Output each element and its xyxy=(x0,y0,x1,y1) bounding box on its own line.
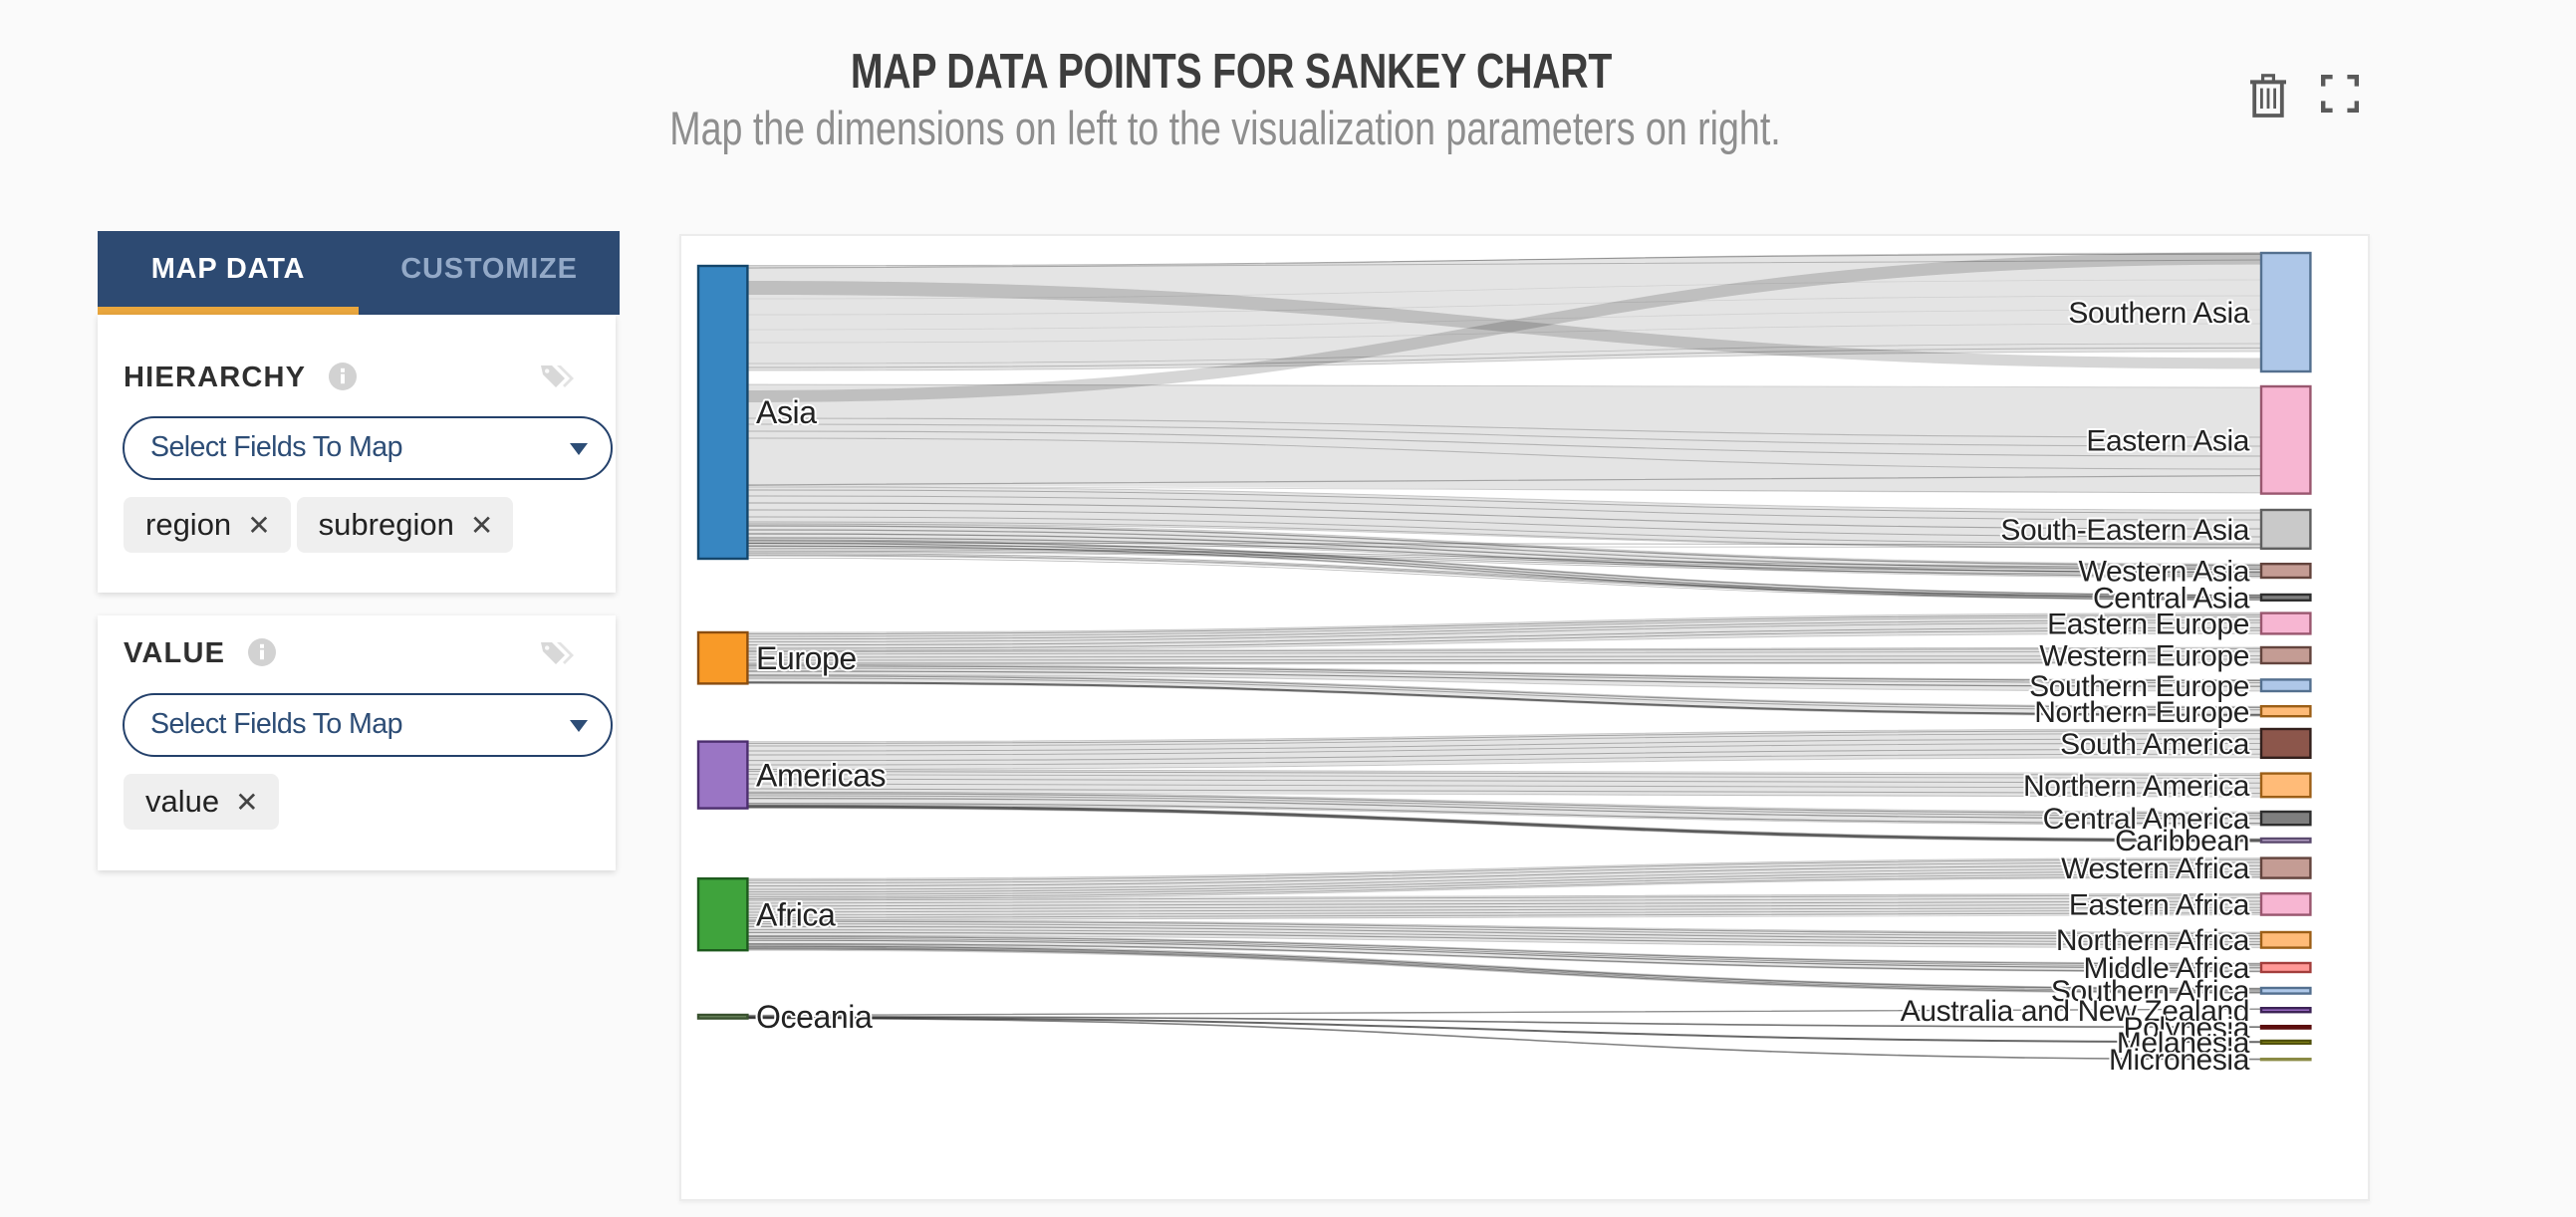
svg-text:Western Africa: Western Africa xyxy=(2061,852,2250,885)
svg-text:Eastern Asia: Eastern Asia xyxy=(2086,424,2249,457)
svg-text:Polynesia: Polynesia xyxy=(2124,1012,2250,1045)
svg-text:Middle Africa: Middle Africa xyxy=(2083,952,2249,985)
svg-text:Americas: Americas xyxy=(756,757,886,793)
svg-text:South America: South America xyxy=(2060,728,2250,761)
svg-text:Southern Europe: Southern Europe xyxy=(2029,670,2249,703)
svg-text:Africa: Africa xyxy=(756,896,836,932)
svg-text:Northern America: Northern America xyxy=(2023,770,2250,803)
svg-text:Central America: Central America xyxy=(2043,803,2250,836)
svg-text:Central Asia: Central Asia xyxy=(2093,582,2250,614)
svg-text:South-Eastern Asia: South-Eastern Asia xyxy=(2000,514,2249,547)
svg-text:Oceania: Oceania xyxy=(756,999,873,1035)
svg-text:Northern Africa: Northern Africa xyxy=(2056,924,2250,957)
svg-text:Micronesia: Micronesia xyxy=(2109,1044,2250,1077)
svg-text:Eastern Europe: Eastern Europe xyxy=(2047,608,2249,640)
svg-text:Australia and New Zealand: Australia and New Zealand xyxy=(1901,995,2249,1028)
svg-text:Eastern Africa: Eastern Africa xyxy=(2069,888,2250,921)
svg-text:Asia: Asia xyxy=(756,394,817,430)
svg-text:Southern Africa: Southern Africa xyxy=(2051,975,2250,1008)
svg-text:Europe: Europe xyxy=(756,640,857,676)
svg-text:Western Europe: Western Europe xyxy=(2039,639,2249,672)
svg-text:Western Asia: Western Asia xyxy=(2079,556,2250,589)
svg-text:Melanesia: Melanesia xyxy=(2117,1027,2250,1060)
svg-text:Caribbean: Caribbean xyxy=(2115,825,2249,857)
svg-text:Northern Europe: Northern Europe xyxy=(2034,696,2249,729)
svg-text:Southern Asia: Southern Asia xyxy=(2068,297,2249,330)
